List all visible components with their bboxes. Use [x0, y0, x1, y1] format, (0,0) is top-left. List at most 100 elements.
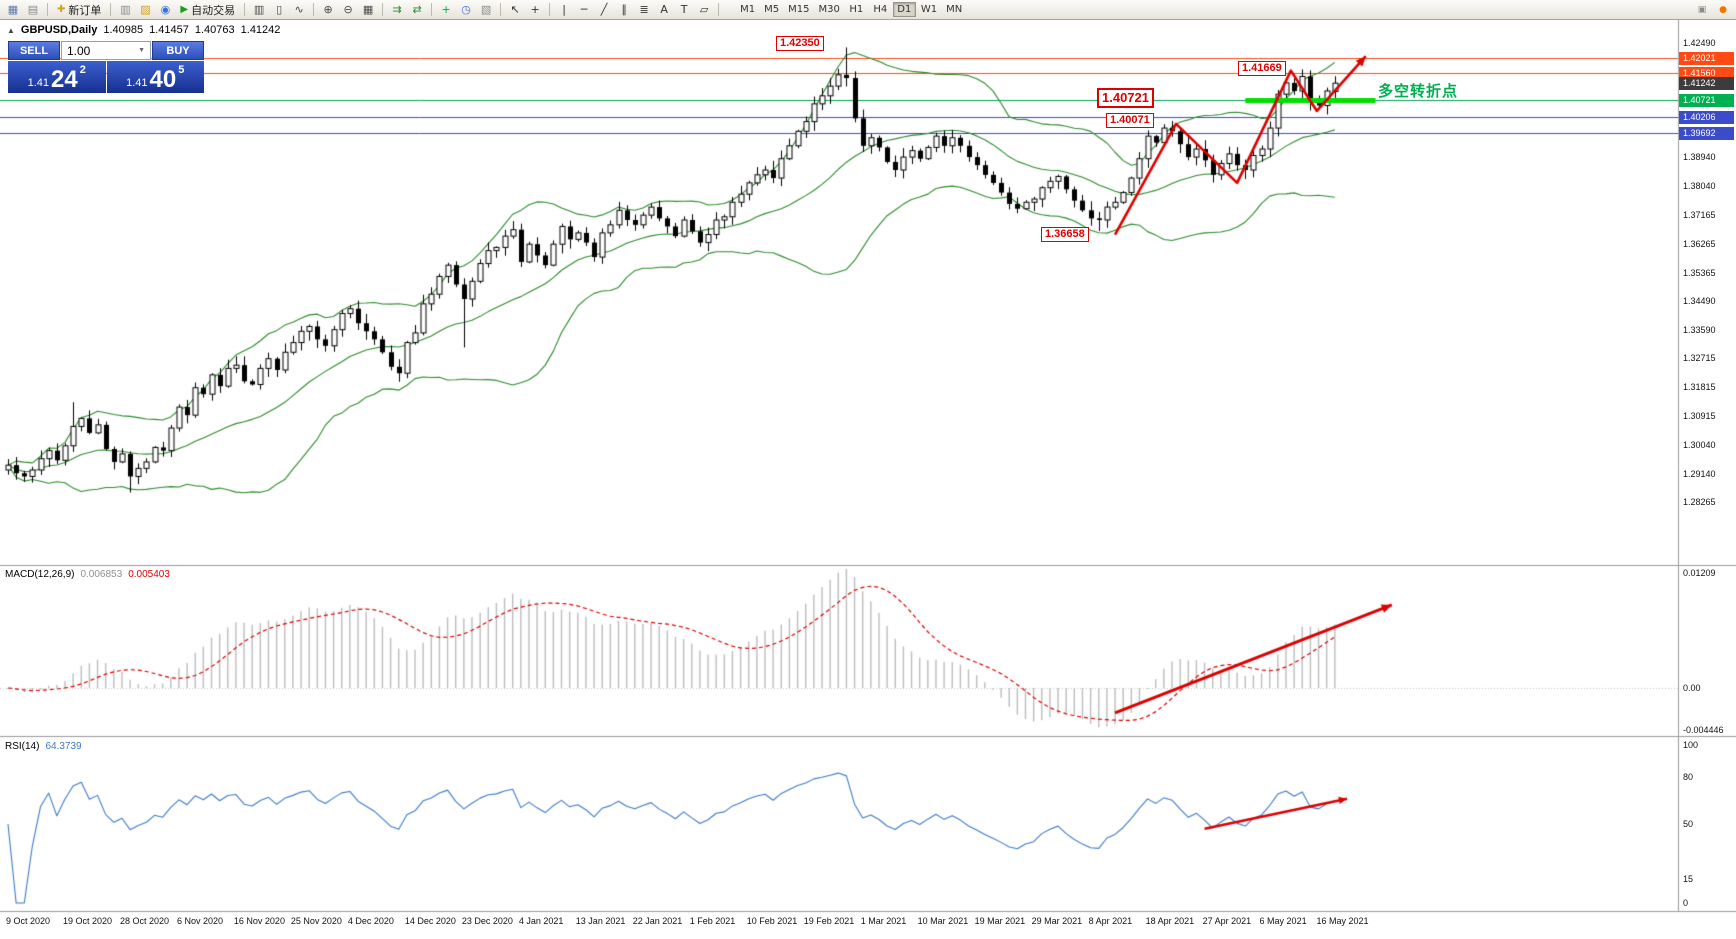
price-level-tag[interactable]: 1.39692 — [1679, 127, 1734, 141]
timeframe-button-d1[interactable]: D1 — [892, 2, 916, 17]
profiles-icon[interactable]: ▤ — [27, 2, 39, 16]
line-chart-icon[interactable]: ∿ — [294, 2, 304, 16]
price-axis-label: 1.30040 — [1683, 439, 1716, 450]
volume-input[interactable]: 1.00 ▼ — [61, 41, 151, 60]
sell-price-point: 2 — [79, 64, 86, 76]
time-axis-label: 1 Mar 2021 — [860, 916, 907, 926]
tile-windows-icon[interactable]: ▦ — [362, 2, 374, 16]
time-axis-label: 16 Nov 2020 — [233, 916, 285, 926]
time-axis-label: 6 Nov 2020 — [176, 916, 223, 926]
channel-icon[interactable]: ∥ — [621, 2, 627, 16]
chart-title: ▲ GBPUSD,Daily 1.40985 1.41457 1.40763 1… — [7, 24, 280, 36]
price-axis-label: 1.35365 — [1683, 267, 1716, 278]
timeframe-button-h4[interactable]: H4 — [873, 4, 888, 15]
buy-price-display[interactable]: 1.41 40 5 — [106, 61, 204, 93]
fibonacci-icon[interactable]: ≣ — [639, 2, 649, 16]
toolbar-separator — [313, 3, 315, 16]
buy-price-point: 5 — [178, 64, 185, 76]
fullscreen-icon[interactable]: ▣ — [1697, 4, 1707, 15]
zoom-out-icon[interactable]: ⊖ — [343, 2, 353, 16]
chart-shift-icon[interactable]: ⇄ — [412, 2, 422, 16]
toolbar-right-icons: ▣ ● — [1693, 2, 1732, 18]
swing-low-label[interactable]: 1.36658 — [1041, 227, 1089, 242]
price-axis-label: 1.38040 — [1683, 181, 1716, 192]
time-axis-label: 16 May 2021 — [1316, 916, 1369, 926]
buy-price-base: 1.41 — [126, 77, 148, 89]
price-axis-label: 1.42490 — [1683, 37, 1716, 48]
timeframe-button-m30[interactable]: M30 — [818, 4, 840, 15]
time-axis-label: 10 Feb 2021 — [746, 916, 798, 926]
horizontal-line-icon[interactable]: ─ — [580, 2, 588, 16]
vertical-line-icon[interactable]: | — [562, 2, 566, 16]
timeframe-button-m1[interactable]: M1 — [740, 4, 756, 15]
time-axis-label: 1 Feb 2021 — [689, 916, 736, 926]
rsi-value: 64.3739 — [45, 741, 82, 752]
toolbar-separator — [549, 3, 551, 16]
new-order-icon: ✚ — [57, 4, 66, 15]
templates-icon[interactable]: ▧ — [480, 2, 492, 16]
candlestick-chart-icon[interactable]: ▯ — [276, 2, 283, 16]
time-axis-label: 28 Oct 2020 — [119, 916, 169, 926]
price-chart-canvas[interactable] — [0, 20, 1736, 939]
time-axis[interactable]: 9 Oct 2020 19 Oct 2020 28 Oct 2020 6 Nov 20… — [0, 912, 1736, 939]
timeframe-button-mn[interactable]: MN — [946, 4, 963, 15]
breakout-price-label[interactable]: 1.40071 — [1106, 113, 1154, 128]
low-value: 1.40763 — [194, 24, 235, 36]
symbol-period-label: GBPUSD,Daily — [20, 24, 98, 36]
timeframe-button-m15[interactable]: M15 — [788, 4, 810, 15]
rsi-pane-label: RSI(14) 64.3739 — [5, 741, 82, 752]
terminal-icon[interactable]: ▥ — [120, 2, 131, 16]
time-axis-label: 22 Jan 2021 — [632, 916, 683, 926]
time-axis-label: 27 Apr 2021 — [1202, 916, 1252, 926]
indicators-icon[interactable]: + — [441, 2, 451, 16]
cursor-icon[interactable]: ↖ — [510, 2, 520, 16]
price-level-tag[interactable]: 1.42021 — [1679, 52, 1734, 66]
buy-button[interactable]: BUY — [152, 41, 204, 60]
time-axis-label: 23 Dec 2020 — [461, 916, 513, 926]
periods-icon[interactable]: ◷ — [461, 2, 471, 16]
macd-signal-value: 0.005403 — [128, 569, 170, 580]
rsi-scale-label: 50 — [1683, 819, 1694, 829]
autotrading-button-label: 自动交易 — [191, 3, 236, 17]
price-level-tag[interactable]: 1.40206 — [1679, 110, 1734, 124]
sell-price-display[interactable]: 1.41 24 2 — [8, 61, 106, 93]
time-axis-label: 8 Apr 2021 — [1088, 916, 1133, 926]
new-order-button-label: 新订单 — [68, 3, 102, 17]
arrows-icon[interactable]: T — [680, 2, 688, 16]
price-axis[interactable]: 1.42490 1.38940 1.38040 1.37165 1.36265 1.353… — [1679, 20, 1736, 911]
recent-high-label[interactable]: 1.41669 — [1238, 61, 1286, 76]
one-click-collapse-icon[interactable]: ▲ — [7, 25, 15, 35]
new-order-button[interactable]: ✚ 新订单 — [53, 2, 105, 18]
price-level-tag[interactable]: 1.40721 — [1679, 93, 1734, 107]
text-label-icon[interactable]: A — [660, 2, 668, 16]
timeframe-button-m5[interactable]: M5 — [764, 4, 780, 15]
time-axis-label: 13 Jan 2021 — [575, 916, 626, 926]
timeframe-button-h1[interactable]: H1 — [849, 4, 864, 15]
new-chart-icon[interactable]: ▦ — [7, 2, 19, 16]
zoom-in-icon[interactable]: ⊕ — [323, 2, 333, 16]
notification-icon[interactable]: ● — [1719, 4, 1727, 15]
macd-main-value: 0.006853 — [80, 569, 123, 580]
volume-spinner-icon[interactable]: ▼ — [138, 47, 145, 54]
timeframe-button-w1[interactable]: W1 — [920, 4, 938, 15]
swing-high-label[interactable]: 1.42350 — [776, 36, 824, 51]
shapes-icon[interactable]: ▱ — [699, 2, 709, 16]
toolbar-separator — [500, 3, 502, 16]
rsi-scale-label: 0 — [1683, 898, 1689, 908]
sell-button[interactable]: SELL — [8, 41, 60, 60]
price-level-tag[interactable]: 1.41560 — [1679, 66, 1734, 80]
bar-chart-icon[interactable]: ▥ — [253, 2, 265, 16]
close-value: 1.41242 — [240, 24, 281, 36]
autotrading-button[interactable]: ▶ 自动交易 — [176, 2, 239, 18]
history-center-icon[interactable]: ▨ — [140, 2, 151, 16]
price-axis-label: 1.29140 — [1683, 468, 1716, 479]
crosshair-icon[interactable]: + — [530, 2, 540, 16]
trendline-icon[interactable]: ╱ — [600, 2, 608, 16]
toolbar: ▦ ▤ ✚ 新订单 ▥ ▨ ◉ ▶ 自动交易 ▥ ▯ ∿ ⊕ ⊖ ▦ ⇉ ⇄ + ◷ ▧ ↖ + | ─ ╱ ∥ ≣ A T ▱ M1 M5… — [0, 0, 1736, 20]
time-axis-label: 19 Oct 2020 — [62, 916, 113, 926]
price-axis-label: 1.30915 — [1683, 411, 1716, 422]
auto-scroll-icon[interactable]: ⇉ — [392, 2, 402, 16]
turning-point-note[interactable]: 多空转折点 — [1378, 83, 1459, 100]
news-icon[interactable]: ◉ — [160, 2, 171, 16]
pivot-price-label[interactable]: 1.40721 — [1097, 88, 1154, 108]
